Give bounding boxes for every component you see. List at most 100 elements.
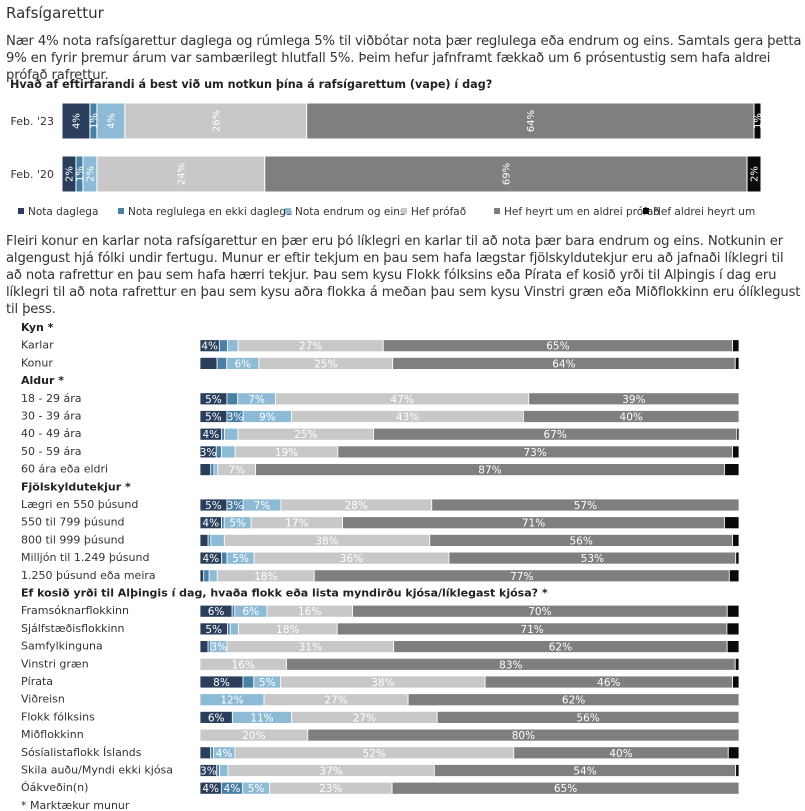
- data-label: 4%: [202, 553, 219, 565]
- bar-segment: [215, 445, 223, 459]
- bar-segment: [734, 657, 740, 671]
- data-label: 4%: [202, 783, 219, 795]
- data-label: 5%: [248, 783, 265, 795]
- page-title: Rafsígarettur: [6, 4, 104, 22]
- data-label: 2%: [64, 166, 75, 182]
- bar-segment: [726, 640, 740, 654]
- data-label: 4%: [203, 429, 220, 441]
- bar-segment: [407, 693, 740, 707]
- data-label: 56%: [576, 712, 599, 724]
- data-label: 39%: [622, 394, 645, 406]
- bar-segment: [210, 463, 215, 477]
- bar-segment: [732, 339, 740, 353]
- data-label: 87%: [478, 465, 501, 477]
- data-label: 5%: [229, 518, 246, 530]
- data-label: 3%: [227, 500, 244, 512]
- data-label: 28%: [345, 500, 368, 512]
- bar-segment: [391, 781, 740, 795]
- data-label: 47%: [390, 394, 413, 406]
- bar-segment: [199, 640, 209, 654]
- data-label: 20%: [242, 730, 265, 742]
- data-label: 4%: [71, 113, 82, 129]
- bar-segment: [753, 102, 762, 140]
- bar-segment: [732, 675, 740, 689]
- row-label: Miðflokkinn: [21, 728, 84, 741]
- bar-segment: [216, 764, 220, 777]
- data-label: 18%: [254, 571, 277, 583]
- row-label: 550 til 799 þúsund: [21, 516, 125, 529]
- data-label: 19%: [275, 447, 298, 459]
- data-label: 40%: [609, 748, 632, 760]
- data-label: 37%: [319, 766, 342, 778]
- bar-segment: [61, 102, 91, 140]
- data-label: 54%: [573, 766, 596, 778]
- data-label: 5%: [205, 500, 222, 512]
- data-label: 1%: [753, 113, 764, 129]
- row-label: Viðreisn: [21, 693, 65, 706]
- data-label: 11%: [250, 712, 273, 724]
- bar-segment: [242, 675, 255, 689]
- bar-segment: [735, 551, 740, 565]
- data-label: 23%: [319, 783, 342, 795]
- data-label: 70%: [528, 606, 551, 618]
- data-label: 18%: [276, 624, 299, 636]
- category-label: Feb. '23: [11, 115, 55, 128]
- legend-swatch: [494, 208, 500, 214]
- data-label: 16%: [232, 659, 255, 671]
- data-label: 27%: [324, 695, 347, 707]
- bar-segment: [436, 710, 740, 724]
- data-label: 5%: [232, 553, 249, 565]
- row-label: 50 - 59 ára: [21, 445, 81, 458]
- bar-segment: [219, 764, 229, 777]
- data-label: 4%: [201, 341, 218, 353]
- bar-segment: [724, 463, 740, 477]
- row-label: Samfylkinguna: [21, 640, 103, 653]
- data-label: 71%: [520, 624, 543, 636]
- bar-segment: [221, 445, 236, 459]
- row-label: Sjálfstæðisflokkinn: [21, 622, 124, 635]
- data-label: 38%: [315, 535, 338, 547]
- data-label: 3%: [200, 766, 217, 778]
- data-label: 53%: [581, 553, 604, 565]
- legend-label: Hef heyrt um en aldrei prófað: [504, 206, 660, 218]
- data-label: 1%: [75, 166, 86, 182]
- data-label: 57%: [574, 500, 597, 512]
- data-label: 73%: [524, 447, 547, 459]
- data-label: 17%: [285, 518, 308, 530]
- row-label: 18 - 29 ára: [21, 392, 81, 405]
- bar-segment: [227, 622, 231, 636]
- legend-label: Hef prófað: [411, 206, 466, 218]
- row-label: Sósíalistaflokk Íslands: [21, 746, 142, 759]
- bar-segment: [221, 427, 225, 441]
- data-label: 56%: [569, 535, 592, 547]
- legend-label: Nota daglega: [28, 206, 98, 218]
- data-label: 3%: [210, 642, 227, 654]
- group-title: Ef kosið yrði til Alþingis í dag, hvaða …: [21, 587, 548, 600]
- bar-segment: [726, 604, 740, 618]
- bar-segment: [726, 622, 740, 636]
- bar-segment: [728, 569, 740, 583]
- row-label: 800 til 999 þúsund: [21, 533, 125, 546]
- legend-swatch: [18, 208, 24, 214]
- data-label: 4%: [106, 113, 117, 129]
- data-label: 4%: [224, 783, 241, 795]
- data-label: 3%: [227, 412, 244, 424]
- data-label: 38%: [371, 677, 394, 689]
- row-label: Framsóknarflokkinn: [21, 604, 129, 617]
- row-label: Flokk fólksins: [21, 710, 95, 723]
- data-label: 8%: [213, 677, 230, 689]
- data-label: 5%: [205, 624, 222, 636]
- bar-segment: [210, 533, 225, 547]
- bar-segment: [732, 445, 740, 459]
- bar-segment: [306, 102, 755, 140]
- bar-segment: [224, 427, 239, 441]
- data-label: 3%: [200, 447, 217, 459]
- legend-swatch: [285, 208, 291, 214]
- bar-segment: [307, 728, 740, 742]
- data-label: 2%: [750, 166, 761, 182]
- breakdown-paragraph: Fleiri konur en karlar nota rafsígarettu…: [6, 234, 801, 317]
- bar-segment: [213, 463, 219, 477]
- bar-segment: [216, 357, 228, 370]
- bar-segment: [221, 551, 228, 565]
- data-label: 4%: [202, 518, 219, 530]
